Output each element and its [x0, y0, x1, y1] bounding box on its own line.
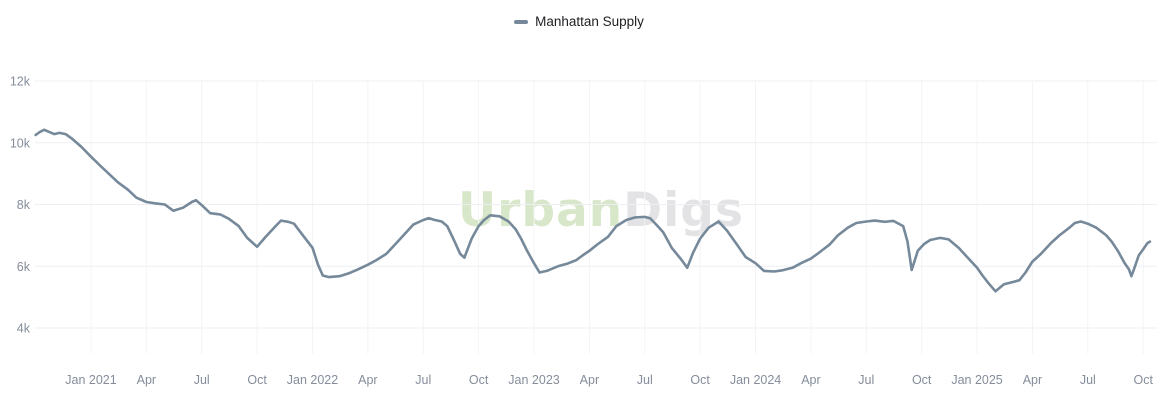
x-axis-tick-label: Jan 2021 — [65, 373, 116, 387]
urbandigs-watermark: UrbanDigs — [458, 183, 744, 238]
x-axis-tick-label: Jan 2022 — [287, 373, 338, 387]
watermark-urban-text: Urban — [458, 183, 624, 238]
y-axis-tick-label: 6k — [17, 260, 31, 274]
x-axis-tick-label: Jul — [1080, 373, 1096, 387]
x-axis-tick-label: Jul — [415, 373, 431, 387]
x-axis-tick-label: Jul — [194, 373, 210, 387]
chart-legend[interactable]: Manhattan Supply — [0, 14, 1158, 29]
x-axis-tick-label: Jan 2023 — [508, 373, 559, 387]
y-axis-tick-label: 12k — [10, 75, 31, 89]
x-axis-tick-label: Apr — [801, 373, 820, 387]
y-axis-tick-label: 10k — [10, 136, 31, 150]
x-axis-tick-label: Oct — [247, 373, 267, 387]
x-axis-tick-label: Jul — [858, 373, 874, 387]
x-axis-tick-label: Oct — [469, 373, 489, 387]
x-axis-tick-label: Apr — [580, 373, 599, 387]
x-axis-tick-label: Apr — [137, 373, 156, 387]
x-axis-tick-label: Jan 2025 — [951, 373, 1002, 387]
x-axis-tick-label: Jan 2024 — [730, 373, 781, 387]
x-axis-tick-label: Apr — [358, 373, 377, 387]
y-axis-tick-label: 8k — [17, 198, 31, 212]
x-axis-tick-label: Jul — [637, 373, 653, 387]
y-axis-tick-label: 4k — [17, 322, 31, 336]
x-axis-tick-label: Apr — [1023, 373, 1042, 387]
x-axis-tick-label: Oct — [912, 373, 932, 387]
legend-series-label: Manhattan Supply — [535, 14, 644, 29]
legend-line-marker — [514, 19, 529, 24]
watermark-digs-text: Digs — [623, 183, 744, 238]
supply-series-line — [34, 128, 1152, 293]
x-axis-tick-label: Oct — [1133, 373, 1153, 387]
x-axis-tick-label: Oct — [690, 373, 710, 387]
